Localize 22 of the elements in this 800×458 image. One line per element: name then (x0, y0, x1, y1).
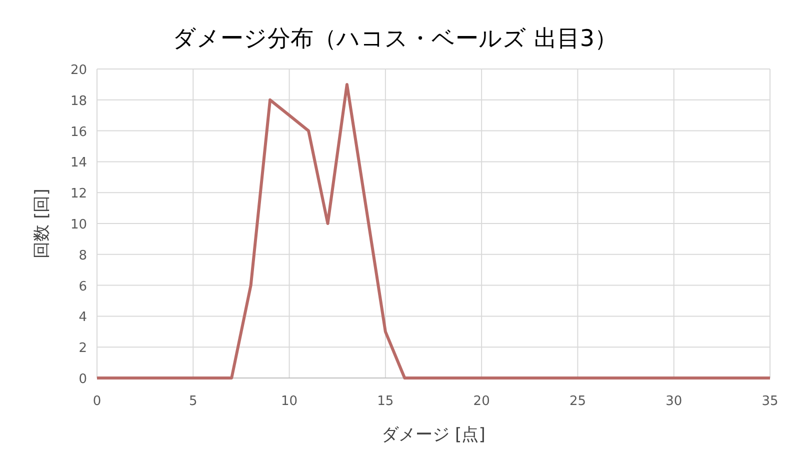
y-tick-label: 6 (78, 279, 87, 294)
y-axis-title: 回数 [回] (32, 188, 52, 258)
x-tick-label: 0 (92, 394, 102, 409)
y-tick-label: 8 (78, 248, 87, 264)
y-tick-label: 10 (70, 218, 87, 232)
x-axis-title: ダメージ [点] (382, 425, 486, 445)
y-tick-label: 16 (70, 124, 87, 140)
y-tick-label: 12 (70, 186, 87, 202)
y-tick-label: 18 (70, 94, 87, 109)
x-tick-label: 30 (666, 394, 682, 409)
y-tick-label: 2 (78, 341, 87, 356)
x-tick-label: 15 (377, 394, 394, 409)
y-tick-label: 0 (78, 372, 87, 387)
x-tick-label: 35 (762, 394, 778, 409)
y-tick-label: 14 (70, 156, 87, 171)
y-tick-label: 20 (70, 63, 87, 78)
chart-title: ダメージ分布（ハコス・ベールズ 出目3） (172, 26, 618, 52)
y-tick-label: 4 (78, 310, 87, 326)
x-tick-label: 25 (569, 394, 586, 409)
x-tick-label: 10 (281, 394, 298, 409)
x-tick-label: 5 (189, 394, 198, 409)
x-tick-label: 20 (473, 394, 490, 409)
